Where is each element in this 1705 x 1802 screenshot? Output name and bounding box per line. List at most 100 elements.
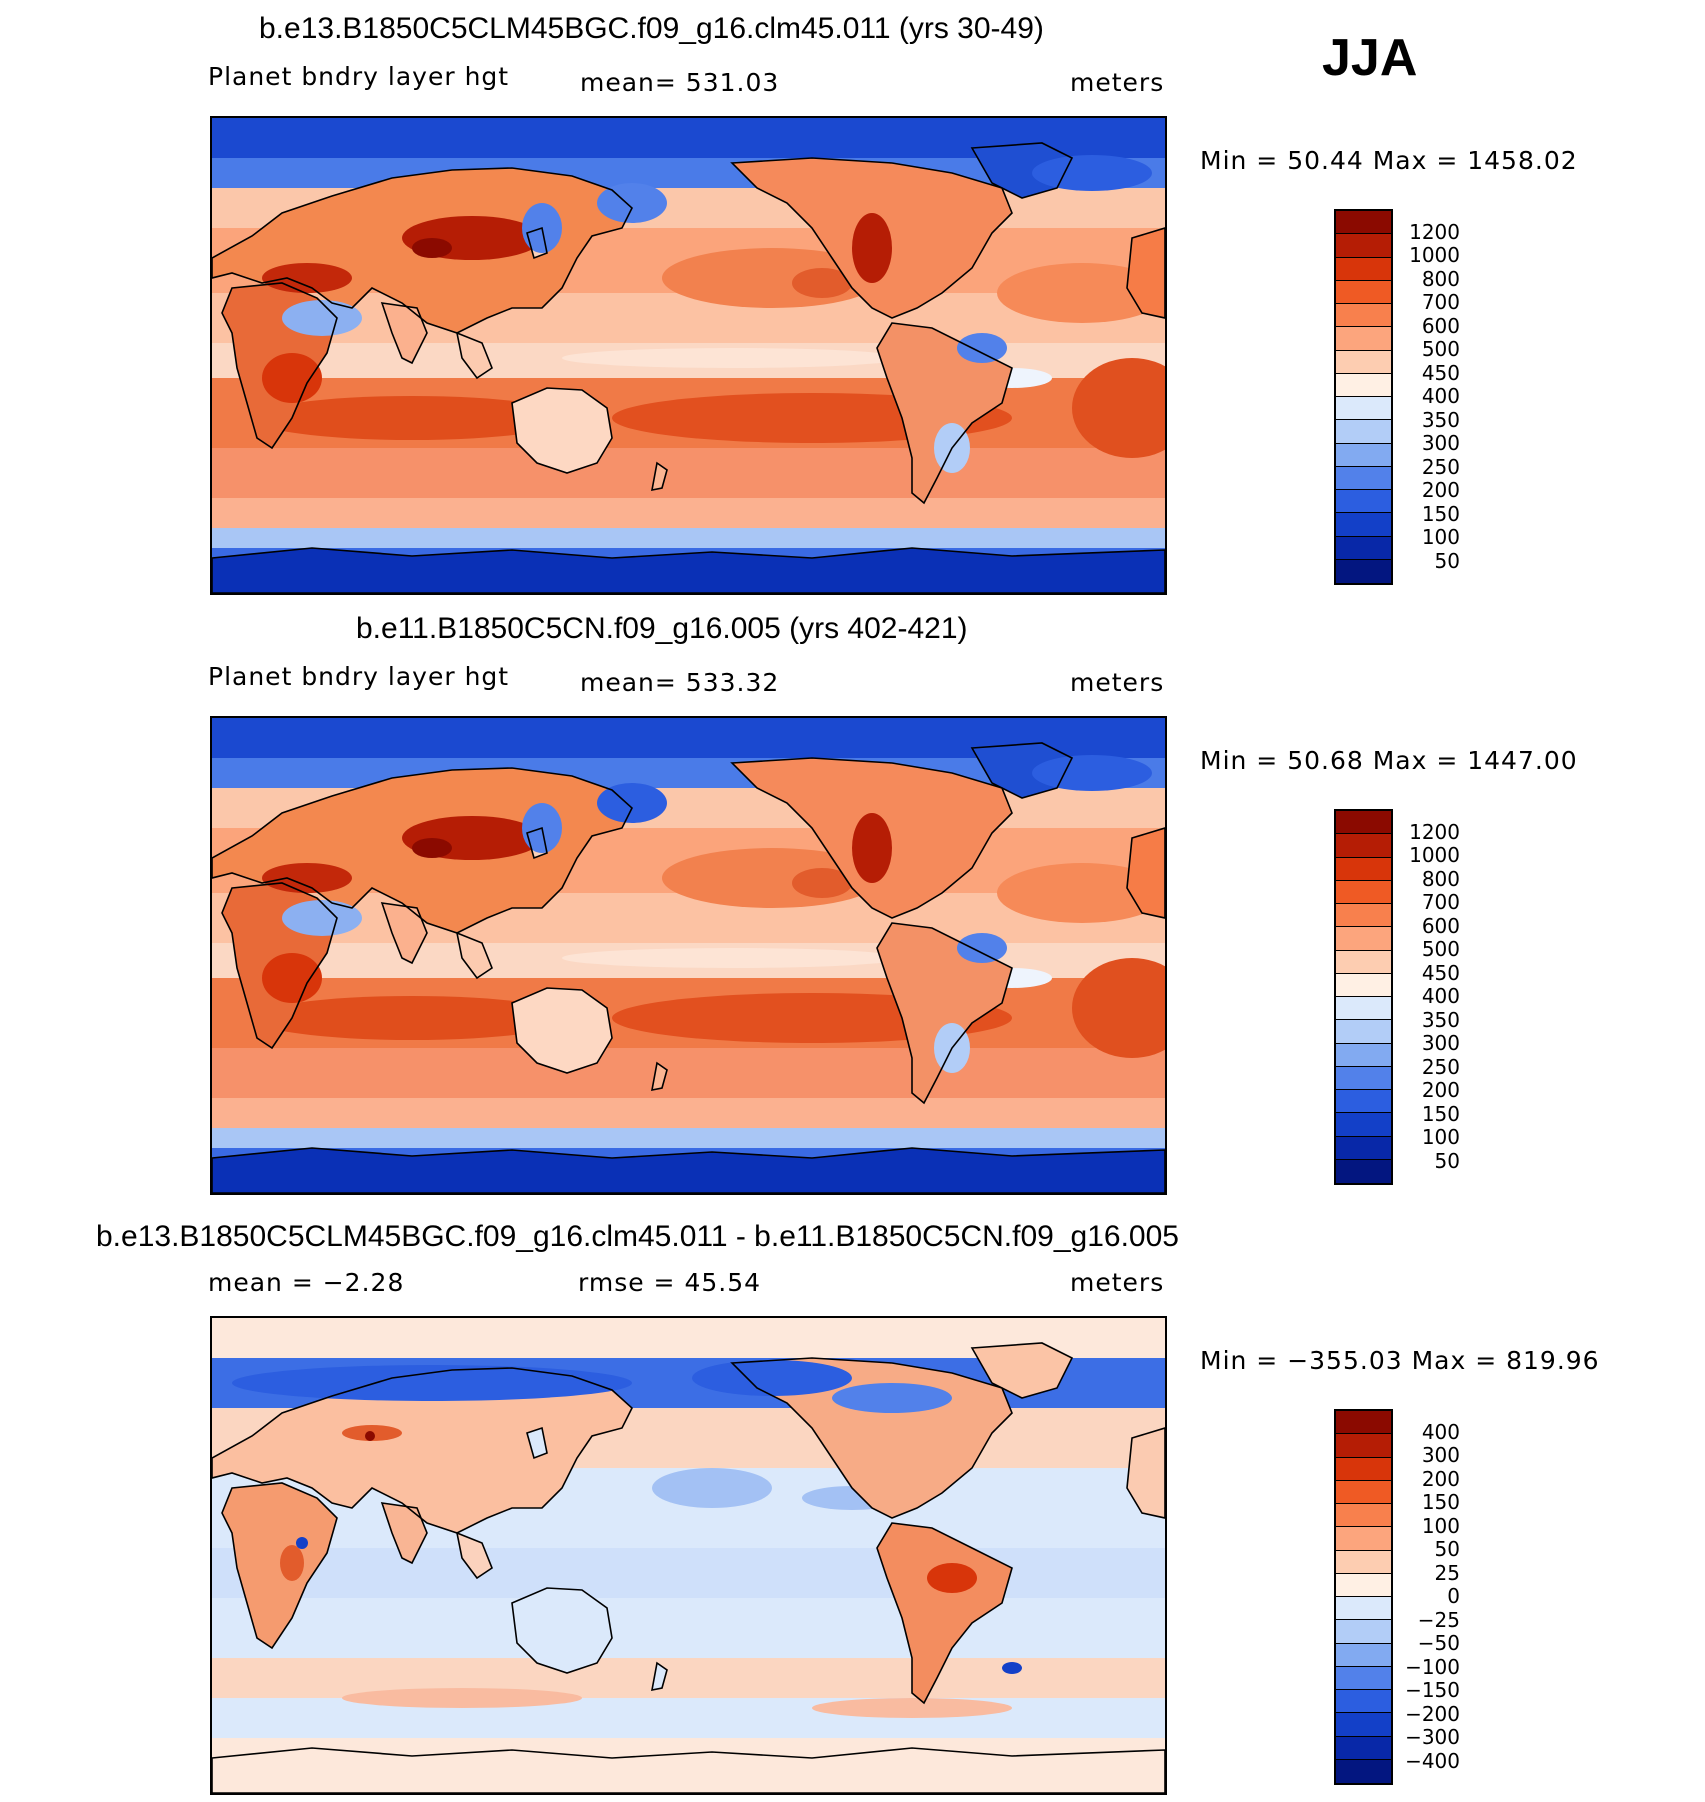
panel3-minmax: Min = −355.03 Max = 819.96 — [1200, 1346, 1600, 1375]
colorbar-swatch — [1336, 973, 1391, 997]
panel3-colorbar — [1334, 1409, 1393, 1785]
colorbar-tick-label: 600 — [1421, 313, 1460, 338]
colorbar-tick-label: −400 — [1405, 1748, 1460, 1773]
colorbar-tick-label: 50 — [1434, 548, 1460, 573]
colorbar-swatch — [1336, 1411, 1391, 1435]
colorbar-tick-label: 450 — [1421, 960, 1460, 985]
colorbar-swatch — [1336, 1480, 1391, 1504]
colorbar-tick-label: −100 — [1405, 1654, 1460, 1679]
colorbar-swatch — [1336, 304, 1391, 328]
colorbar-swatch — [1336, 397, 1391, 421]
panel3-title: b.e13.B1850C5CLM45BGC.f09_g16.clm45.011 … — [96, 1220, 1179, 1253]
colorbar-tick-label: 350 — [1421, 1007, 1460, 1032]
colorbar-swatch — [1336, 1457, 1391, 1481]
panel3-units: meters — [1070, 1268, 1165, 1297]
colorbar-swatch — [1336, 466, 1391, 490]
colorbar-tick-label: 1200 — [1409, 819, 1460, 844]
colorbar-tick-label: 150 — [1421, 501, 1460, 526]
map-contours — [212, 718, 1165, 1193]
colorbar-tick-label: −50 — [1417, 1631, 1460, 1655]
colorbar-swatch — [1336, 1666, 1391, 1690]
colorbar-swatch — [1336, 1066, 1391, 1090]
colorbar-tick-label: 200 — [1421, 1466, 1460, 1491]
colorbar-swatch — [1336, 1597, 1391, 1621]
colorbar-tick-label: −150 — [1405, 1678, 1460, 1702]
colorbar-swatch — [1336, 373, 1391, 397]
colorbar-swatch — [1336, 1020, 1391, 1044]
colorbar-tick-label: 300 — [1421, 1031, 1460, 1055]
colorbar-tick-label: 100 — [1421, 525, 1460, 549]
colorbar-swatch — [1336, 536, 1391, 560]
colorbar-tick-label: 50 — [1434, 1148, 1460, 1173]
colorbar-swatch — [1336, 834, 1391, 858]
colorbar-tick-label: 200 — [1421, 1078, 1460, 1102]
colorbar-swatch — [1336, 1573, 1391, 1597]
colorbar-swatch — [1336, 350, 1391, 374]
colorbar-swatch — [1336, 1527, 1391, 1551]
panel2-title: b.e11.B1850C5CN.f09_g16.005 (yrs 402-421… — [356, 612, 968, 645]
colorbar-swatch — [1336, 327, 1391, 351]
panel3-map — [210, 1316, 1167, 1795]
colorbar-tick-label: 350 — [1421, 407, 1460, 432]
map-contours — [212, 1318, 1165, 1793]
colorbar-tick-label: 300 — [1421, 431, 1460, 455]
colorbar-swatch — [1336, 904, 1391, 928]
colorbar-swatch — [1336, 997, 1391, 1021]
colorbar-swatch — [1336, 1690, 1391, 1714]
panel2-mean: mean= 533.32 — [580, 668, 780, 697]
colorbar-swatch — [1336, 513, 1391, 537]
colorbar-tick-label: 250 — [1421, 1054, 1460, 1079]
panel1-variable-label: Planet bndry layer hgt — [208, 62, 510, 91]
colorbar-tick-label: 1200 — [1409, 219, 1460, 244]
colorbar-swatch — [1336, 211, 1391, 235]
colorbar-tick-label: 700 — [1421, 890, 1460, 914]
colorbar-tick-label: 150 — [1421, 1101, 1460, 1126]
colorbar-tick-label: 0 — [1447, 1584, 1460, 1608]
colorbar-swatch — [1336, 1620, 1391, 1644]
panel2-variable-label: Planet bndry layer hgt — [208, 662, 510, 691]
colorbar-tick-label: 100 — [1421, 1125, 1460, 1149]
panel1-colorbar — [1334, 209, 1393, 585]
colorbar-tick-label: 450 — [1421, 360, 1460, 385]
colorbar-swatch — [1336, 811, 1391, 835]
colorbar-swatch — [1336, 1159, 1391, 1183]
colorbar-swatch — [1336, 280, 1391, 304]
colorbar-swatch — [1336, 950, 1391, 974]
colorbar-tick-label: −25 — [1417, 1607, 1460, 1632]
colorbar-swatch — [1336, 1759, 1391, 1783]
colorbar-tick-label: 700 — [1421, 290, 1460, 314]
colorbar-swatch — [1336, 1090, 1391, 1114]
colorbar-swatch — [1336, 257, 1391, 281]
panel2-map — [210, 716, 1167, 1195]
panel2-units: meters — [1070, 668, 1165, 697]
colorbar-swatch — [1336, 420, 1391, 444]
colorbar-tick-label: 25 — [1434, 1560, 1460, 1585]
colorbar-tick-label: −200 — [1405, 1701, 1460, 1726]
colorbar-tick-label: 250 — [1421, 454, 1460, 479]
colorbar-swatch — [1336, 1736, 1391, 1760]
colorbar-swatch — [1336, 234, 1391, 258]
colorbar-swatch — [1336, 1043, 1391, 1067]
panel3-rmse: rmse = 45.54 — [578, 1268, 762, 1297]
colorbar-tick-label: 800 — [1421, 266, 1460, 291]
colorbar-swatch — [1336, 1434, 1391, 1458]
panel3-mean: mean = −2.28 — [208, 1268, 405, 1297]
colorbar-tick-label: 500 — [1421, 937, 1460, 961]
colorbar-swatch — [1336, 443, 1391, 467]
colorbar-tick-label: 600 — [1421, 913, 1460, 938]
colorbar-swatch — [1336, 1136, 1391, 1160]
panel1-minmax: Min = 50.44 Max = 1458.02 — [1200, 146, 1578, 175]
panel2-minmax: Min = 50.68 Max = 1447.00 — [1200, 746, 1578, 775]
colorbar-swatch — [1336, 1713, 1391, 1737]
colorbar-swatch — [1336, 1113, 1391, 1137]
colorbar-tick-label: 300 — [1421, 1443, 1460, 1467]
colorbar-swatch — [1336, 927, 1391, 951]
colorbar-tick-label: 1000 — [1409, 843, 1460, 867]
colorbar-tick-label: 1000 — [1409, 243, 1460, 267]
colorbar-tick-label: 400 — [1421, 1419, 1460, 1444]
panel1-units: meters — [1070, 68, 1165, 97]
colorbar-tick-label: 800 — [1421, 866, 1460, 891]
colorbar-swatch — [1336, 1550, 1391, 1574]
colorbar-swatch — [1336, 1504, 1391, 1528]
colorbar-swatch — [1336, 559, 1391, 583]
